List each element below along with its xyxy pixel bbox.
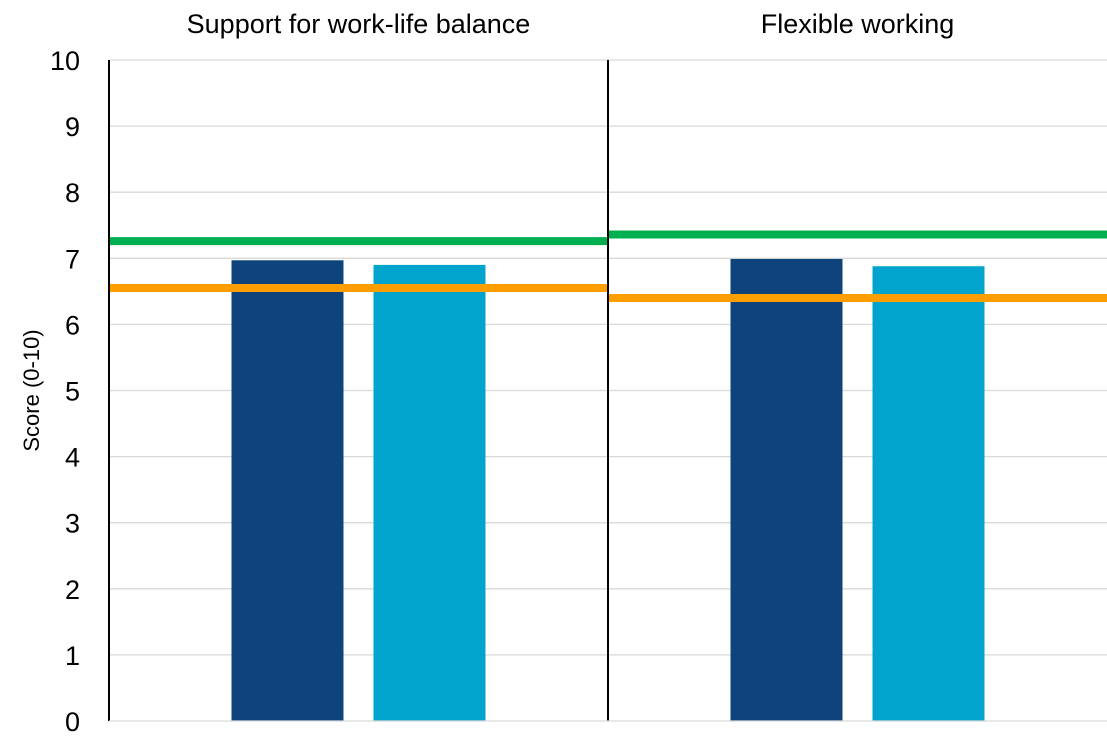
y-axis-label: Score (0-10): [19, 329, 44, 451]
panel-title: Support for work-life balance: [187, 9, 531, 39]
bar: [373, 264, 486, 721]
y-tick-label: 6: [65, 310, 80, 340]
panel-title: Flexible working: [761, 9, 955, 39]
y-tick-label: 7: [65, 244, 80, 274]
bar: [730, 258, 843, 721]
y-tick-label: 9: [65, 112, 80, 142]
bar: [872, 266, 985, 721]
y-tick-label: 3: [65, 509, 80, 539]
reference-lines: [109, 230, 1107, 302]
bars: [231, 258, 985, 721]
axes: [108, 60, 1107, 722]
y-tick-label: 4: [65, 443, 80, 473]
bar: [231, 260, 344, 721]
y-tick-label: 10: [50, 46, 80, 76]
y-tick-label: 0: [65, 707, 80, 735]
labels: 0 1 2 3 4 5 6 7 8 9 10 Support for work-life balanc…: [19, 9, 955, 737]
y-tick-label: 8: [65, 178, 80, 208]
y-tick-label: 5: [65, 377, 80, 407]
y-tick-label: 2: [65, 575, 80, 605]
y-tick-label: 1: [65, 641, 80, 671]
